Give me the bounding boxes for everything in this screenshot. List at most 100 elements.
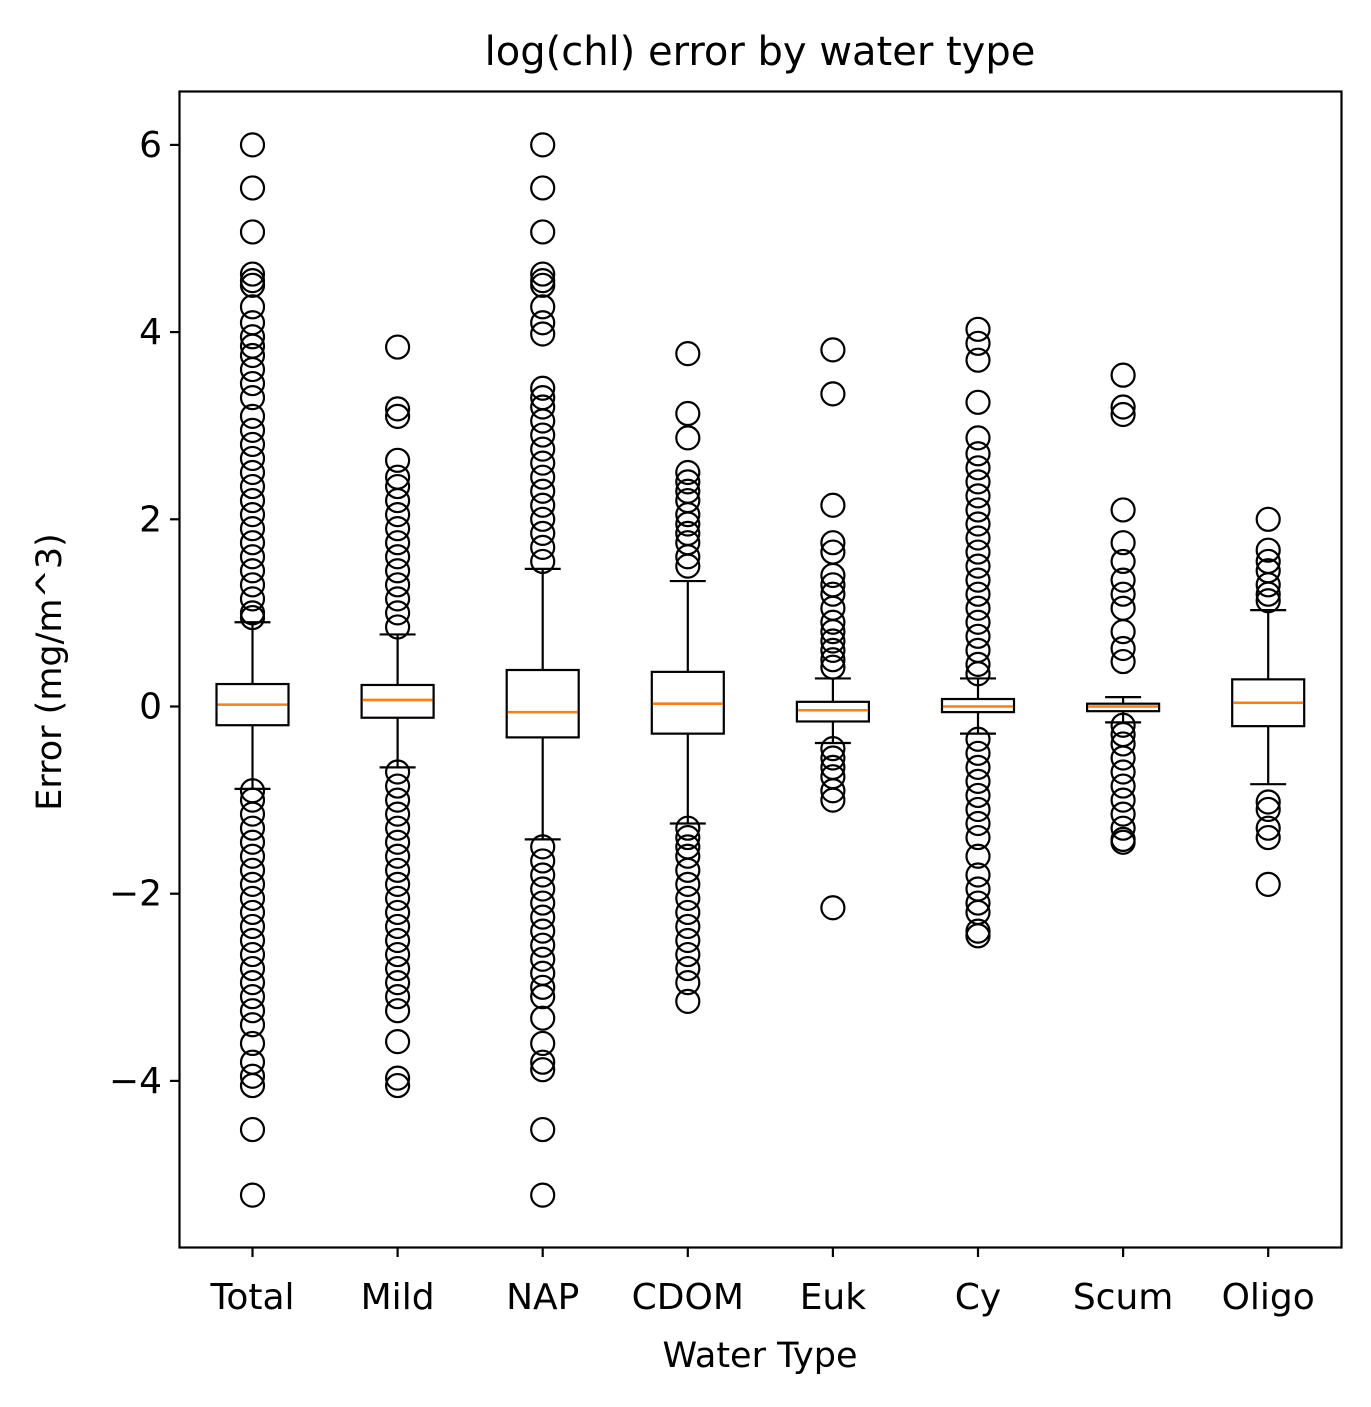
flier-point (530, 548, 556, 575)
flier-point (385, 759, 411, 785)
flier-point (965, 511, 991, 537)
flier-point (530, 974, 556, 1000)
flier-point (965, 661, 991, 687)
flier-point (1255, 824, 1281, 851)
flier-point (675, 400, 701, 427)
flier-point (675, 553, 701, 579)
flier-point (239, 530, 266, 556)
flier-point (965, 441, 991, 467)
flier-point (239, 857, 266, 883)
flier-point (239, 261, 266, 287)
flier-point (965, 726, 991, 752)
flier-point (530, 219, 556, 245)
y-tick-label: 4 (139, 312, 162, 353)
x-tick-label: Mild (361, 1277, 435, 1318)
flier-point (675, 955, 701, 982)
x-tick-label: NAP (506, 1277, 579, 1318)
flier-point (965, 782, 991, 809)
flier-point (965, 810, 991, 837)
flier-point (530, 310, 556, 336)
y-tick-label: 0 (139, 687, 162, 728)
flier-point (1255, 506, 1281, 532)
flier-point (530, 848, 556, 874)
flier-point (385, 586, 411, 612)
flier-point (239, 1182, 266, 1208)
flier-point (239, 1030, 266, 1057)
box-total (215, 132, 290, 1208)
flier-point (385, 334, 411, 360)
x-tick-label: Scum (1073, 1277, 1174, 1318)
flier-point (530, 394, 556, 420)
flier-point (820, 745, 846, 771)
flier-point (965, 455, 991, 481)
flier-point (1110, 801, 1136, 827)
box-cdom (650, 341, 725, 1014)
flier-point (239, 984, 266, 1010)
flier-point (675, 502, 701, 528)
flier-point (385, 955, 411, 982)
flier-point (675, 425, 701, 451)
flier-point (239, 998, 266, 1024)
flier-point (530, 464, 556, 490)
flier-point (820, 736, 846, 762)
flier-point (530, 520, 556, 546)
x-tick-label: Total (209, 1277, 294, 1318)
flier-point (820, 562, 846, 589)
flier-point (385, 885, 411, 911)
flier-point (965, 539, 991, 565)
flier-point (1255, 789, 1281, 815)
flier-point (965, 316, 991, 342)
flier-point (530, 132, 556, 158)
flier-point (239, 417, 266, 443)
box-iqr (505, 668, 580, 739)
flier-point (239, 815, 266, 841)
flier-point (965, 595, 991, 621)
y-axis-label: Error (mg/m^3) (30, 533, 70, 811)
flier-point (239, 342, 266, 369)
flier-point (1255, 815, 1281, 841)
flier-point (385, 487, 411, 514)
flier-point (239, 955, 266, 982)
flier-point (965, 843, 991, 869)
flier-point (965, 609, 991, 635)
flier-point (1110, 731, 1136, 757)
flier-point (965, 553, 991, 579)
flier-point (965, 525, 991, 551)
flier-point (820, 654, 846, 680)
flier-point (965, 581, 991, 607)
y-tick-label: 6 (139, 125, 162, 166)
flier-point (239, 871, 266, 897)
flier-point (385, 516, 411, 542)
flier-point (385, 773, 411, 799)
flier-point (385, 403, 411, 429)
flier-point (239, 473, 266, 500)
x-tick-label: Euk (800, 1277, 867, 1318)
flier-point (1110, 567, 1136, 593)
flier-point (530, 436, 556, 462)
flier-point (1110, 745, 1136, 771)
flier-point (385, 572, 411, 598)
flier-point (820, 628, 846, 654)
flier-point (385, 913, 411, 940)
flier-point (385, 984, 411, 1010)
flier-point (1110, 394, 1136, 420)
flier-point (965, 824, 991, 851)
plot-area (215, 132, 1306, 1208)
flier-point (239, 310, 266, 336)
flier-point (530, 946, 556, 972)
flier-point (1110, 635, 1136, 662)
flier-point (385, 544, 411, 570)
flier-point (239, 219, 266, 245)
flier-point (965, 740, 991, 766)
flier-point (385, 1072, 411, 1099)
flier-point (385, 396, 411, 422)
flier-point (239, 604, 266, 631)
flier-point (239, 487, 266, 514)
flier-point (530, 294, 556, 320)
flier-point (1255, 871, 1281, 897)
flier-point (530, 862, 556, 888)
box-oligo (1231, 506, 1306, 897)
flier-point (530, 1049, 556, 1075)
flier-point (385, 941, 411, 968)
box-mild (360, 334, 435, 1099)
